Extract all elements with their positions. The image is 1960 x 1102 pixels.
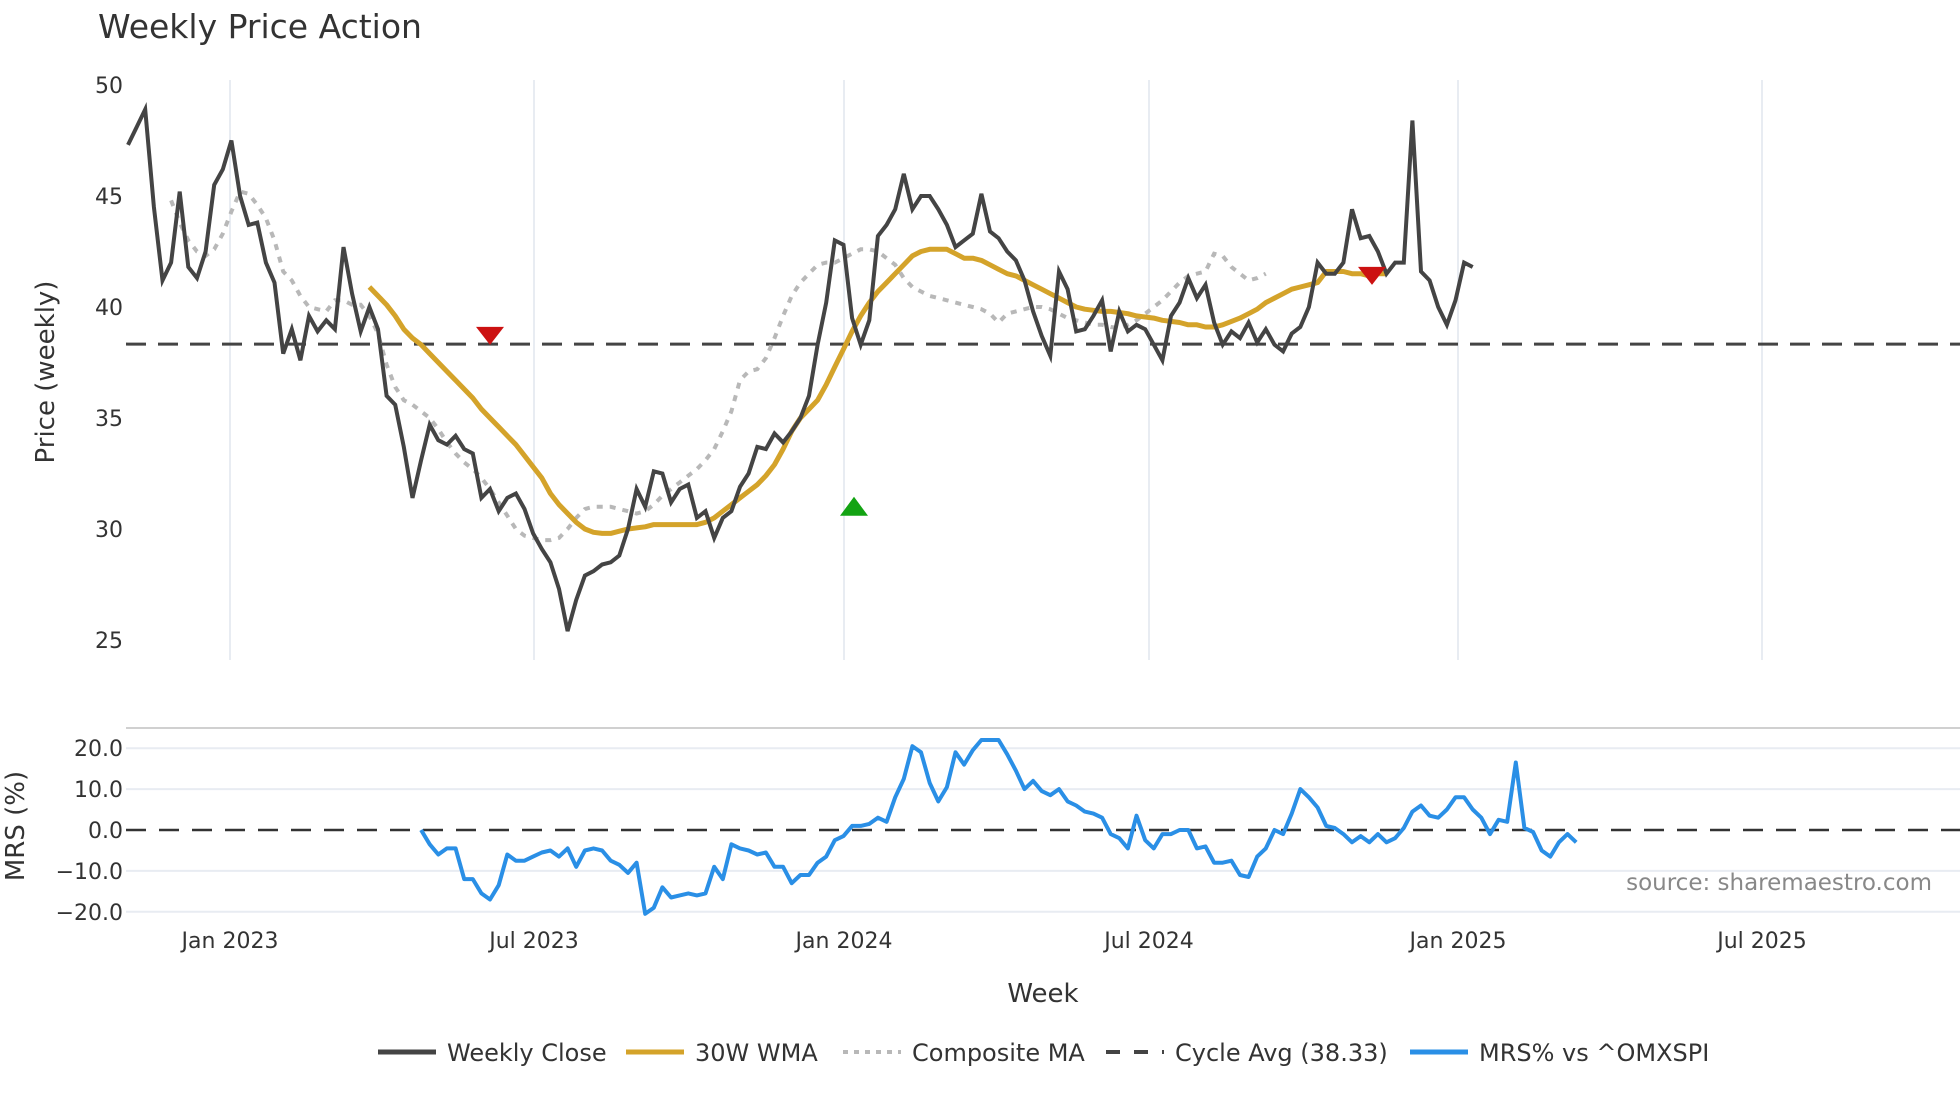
mrs-tick-label: −10.0 xyxy=(56,860,123,885)
mrs-horizontal-gridlines xyxy=(126,747,1960,913)
sell-signal-marker-icon xyxy=(1358,266,1386,285)
buy-signal-marker-icon xyxy=(840,496,868,516)
mrs-tick-label: 20.0 xyxy=(74,737,123,762)
sell-signal-marker-icon xyxy=(476,326,504,345)
wma-30w-line xyxy=(367,246,1387,536)
x-tick-label: Jul 2023 xyxy=(487,929,579,954)
signal-markers xyxy=(476,266,1386,516)
legend-label: 30W WMA xyxy=(695,1039,818,1067)
mrs-line xyxy=(419,738,1578,916)
mrs-y-axis: 20.0 10.0 0.0 −10.0 −20.0 xyxy=(56,737,123,926)
legend-label: Composite MA xyxy=(912,1039,1085,1067)
mrs-y-axis-label: MRS (%) xyxy=(1,771,31,881)
chart-title: Weekly Price Action xyxy=(98,7,422,46)
x-tick-label: Jan 2025 xyxy=(1408,929,1507,954)
price-y-axis: 50 45 40 35 30 25 xyxy=(95,74,123,654)
x-axis: Jan 2023 Jul 2023 Jan 2024 Jul 2024 Jan 2025… xyxy=(180,929,1807,954)
price-y-axis-label: Price (weekly) xyxy=(31,281,61,464)
price-vertical-gridlines xyxy=(229,80,1763,660)
legend-label: Weekly Close xyxy=(447,1039,607,1067)
y-tick-label: 30 xyxy=(95,518,123,543)
x-tick-label: Jul 2025 xyxy=(1715,929,1807,954)
legend: Weekly Close 30W WMA Composite MA Cycle Avg… xyxy=(378,1039,1709,1067)
y-tick-label: 50 xyxy=(95,74,123,99)
y-tick-label: 35 xyxy=(95,407,123,432)
legend-label: Cycle Avg (38.33) xyxy=(1175,1039,1388,1067)
composite-ma-line xyxy=(169,189,1267,543)
x-axis-label: Week xyxy=(1007,979,1078,1009)
x-tick-label: Jan 2024 xyxy=(794,929,893,954)
x-tick-label: Jul 2024 xyxy=(1102,929,1194,954)
weekly-close-line xyxy=(126,102,1474,632)
y-tick-label: 40 xyxy=(95,296,123,321)
mrs-tick-label: 10.0 xyxy=(74,778,123,803)
legend-label: MRS% vs ^OMXSPI xyxy=(1479,1039,1709,1067)
x-tick-label: Jan 2023 xyxy=(180,929,279,954)
y-tick-label: 45 xyxy=(95,185,123,210)
source-note: source: sharemaestro.com xyxy=(1626,870,1932,896)
mrs-tick-label: 0.0 xyxy=(88,819,123,844)
mrs-tick-label: −20.0 xyxy=(56,901,123,926)
y-tick-label: 25 xyxy=(95,629,123,654)
